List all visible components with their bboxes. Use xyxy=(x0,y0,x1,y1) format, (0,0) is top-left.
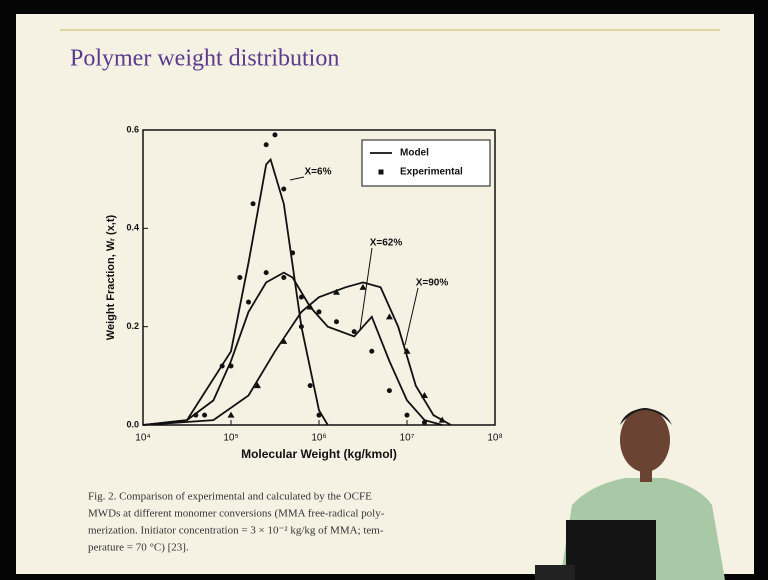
data-point xyxy=(387,388,392,393)
slide-title: Polymer weight distribution xyxy=(70,46,339,72)
data-point xyxy=(299,295,304,300)
data-point xyxy=(246,300,251,305)
monitor xyxy=(566,520,656,580)
data-point xyxy=(220,364,225,369)
annotation: X=62% xyxy=(370,238,403,249)
data-point xyxy=(405,413,410,418)
data-point xyxy=(290,250,295,255)
data-point xyxy=(229,364,234,369)
data-point xyxy=(334,319,339,324)
x-tick-label: 10⁶ xyxy=(311,433,326,444)
caption-line: perature = 70 °C) [23]. xyxy=(88,542,189,554)
data-point xyxy=(193,413,198,418)
data-point xyxy=(264,270,269,275)
data-point xyxy=(237,275,242,280)
data-point xyxy=(281,187,286,192)
data-point xyxy=(422,420,427,425)
desk-object xyxy=(535,565,575,580)
x-tick-label: 10⁵ xyxy=(223,433,238,444)
data-point xyxy=(352,329,357,334)
data-point xyxy=(272,132,277,137)
y-tick-label: 0.6 xyxy=(126,124,139,134)
annotation: X=6% xyxy=(305,167,332,178)
data-point xyxy=(379,170,384,175)
caption-line: MWDs at different monomer conversions (M… xyxy=(88,508,385,520)
x-axis-label: Molecular Weight (kg/kmol) xyxy=(241,447,397,461)
y-tick-label: 0.0 xyxy=(126,419,139,429)
x-tick-label: 10⁴ xyxy=(135,433,150,444)
annotation: X=90% xyxy=(416,278,449,289)
head xyxy=(620,408,670,472)
data-point xyxy=(281,275,286,280)
data-point xyxy=(251,201,256,206)
legend-label: Experimental xyxy=(400,167,463,178)
frame: Polymer weight distribution Fig. 2. Comp… xyxy=(0,0,768,580)
data-point xyxy=(317,309,322,314)
data-point xyxy=(299,324,304,329)
y-tick-label: 0.2 xyxy=(126,321,139,331)
data-point xyxy=(264,142,269,147)
page: {"slide": {"title": "Polymer weight dist… xyxy=(0,0,768,580)
data-point xyxy=(317,413,322,418)
data-point xyxy=(369,349,374,354)
y-axis-label: Weight Fraction, Wᵣ (x,t) xyxy=(105,214,117,340)
y-tick-label: 0.4 xyxy=(126,223,139,233)
caption-line: merization. Initiator concentration = 3 … xyxy=(88,525,384,537)
legend-label: Model xyxy=(400,148,429,159)
neck xyxy=(640,470,652,482)
data-point xyxy=(202,413,207,418)
data-point xyxy=(308,383,313,388)
caption-line: Fig. 2. Comparison of experimental and c… xyxy=(88,491,372,503)
x-tick-label: 10⁸ xyxy=(487,433,502,444)
x-tick-label: 10⁷ xyxy=(400,433,415,444)
